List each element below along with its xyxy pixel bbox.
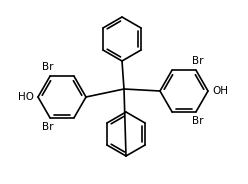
Text: Br: Br	[42, 62, 54, 72]
Text: HO: HO	[18, 92, 34, 102]
Text: Br: Br	[192, 116, 204, 126]
Text: Br: Br	[42, 122, 54, 132]
Text: OH: OH	[212, 86, 228, 96]
Text: Br: Br	[192, 56, 204, 66]
